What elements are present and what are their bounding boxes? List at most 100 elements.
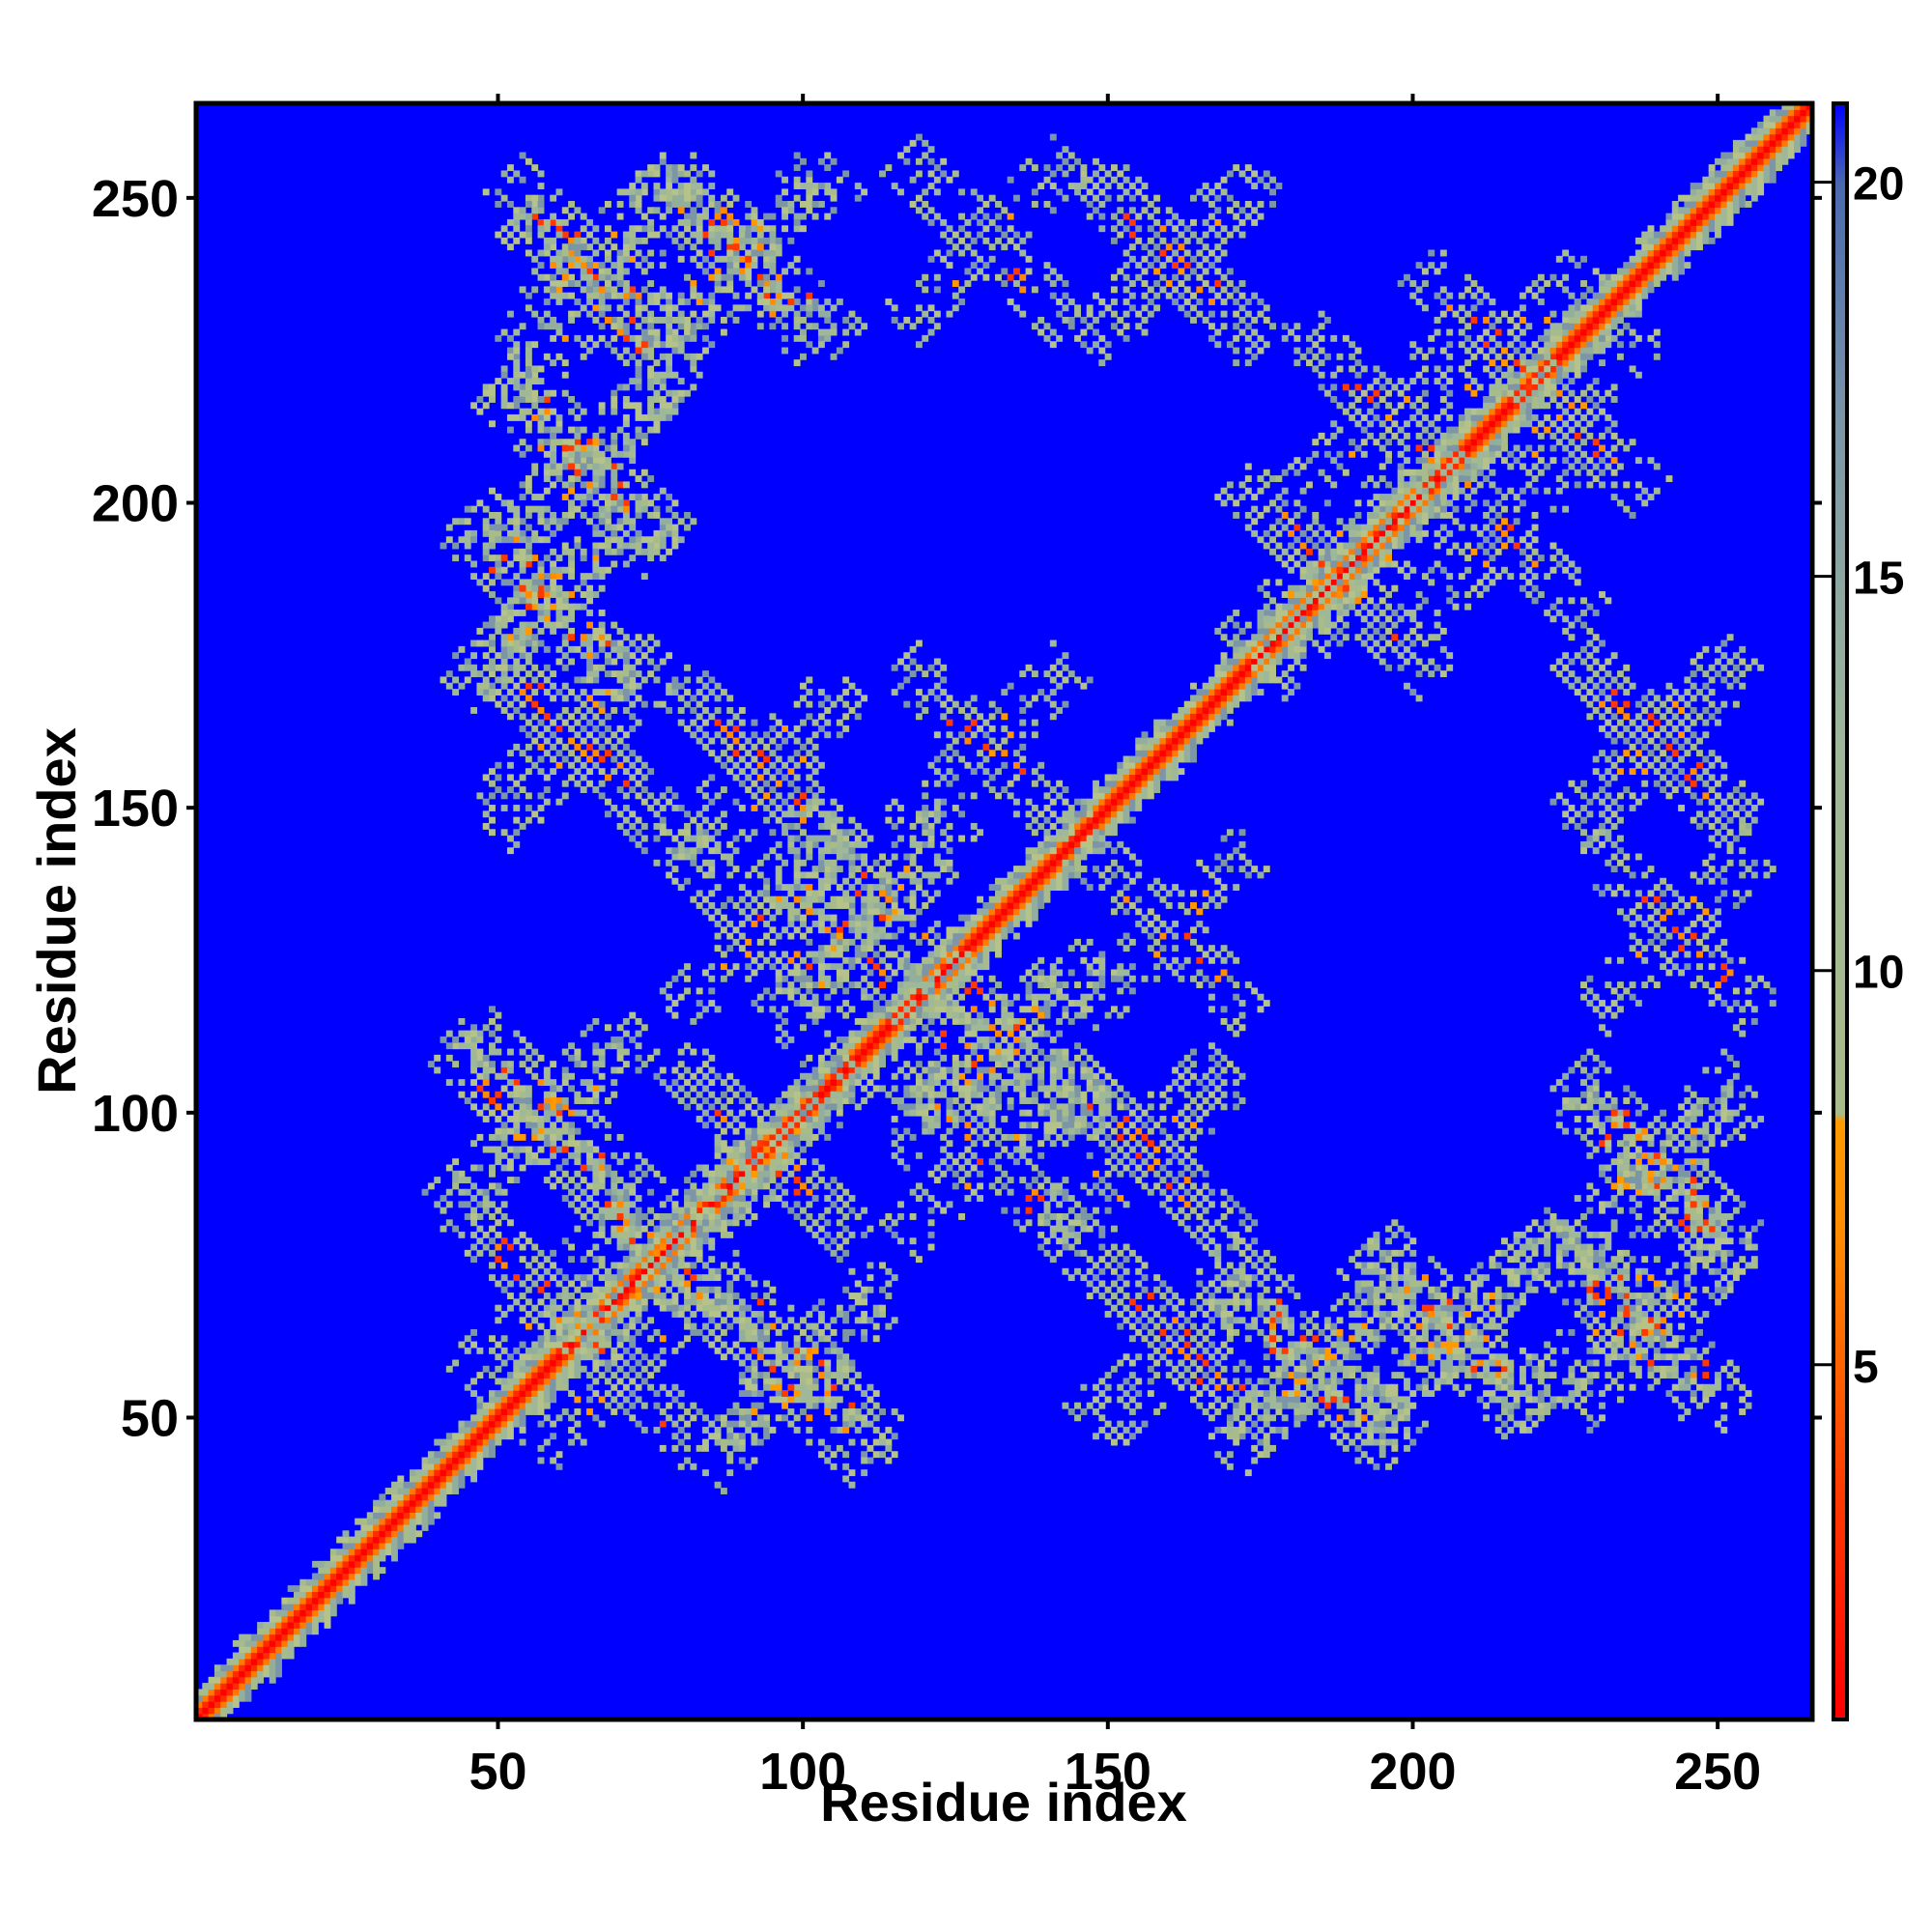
heatmap-cell (897, 1017, 904, 1025)
heatmap-cell (1141, 786, 1149, 793)
heatmap-cell (1110, 780, 1118, 787)
heatmap-cell (781, 1146, 788, 1153)
heatmap-cell (561, 743, 569, 751)
heatmap-cell (1507, 1383, 1515, 1391)
heatmap-cell (1202, 713, 1209, 721)
heatmap-cell (440, 1469, 447, 1477)
heatmap-cell (1404, 1426, 1410, 1434)
heatmap-cell (1238, 682, 1246, 690)
heatmap-cell (580, 286, 587, 294)
heatmap-cell (1397, 481, 1405, 489)
heatmap-cell (464, 658, 471, 666)
heatmap-cell (635, 1249, 642, 1257)
heatmap-cell (1763, 146, 1771, 154)
heatmap-cell (244, 1689, 252, 1696)
heatmap-cell (1513, 413, 1520, 421)
heatmap-cell (1720, 1402, 1728, 1409)
heatmap-cell (1141, 1274, 1149, 1282)
heatmap-cell (1257, 1256, 1264, 1264)
heatmap-cell (677, 1213, 685, 1220)
heatmap-cell (495, 652, 502, 660)
heatmap-cell (550, 1347, 557, 1354)
heatmap-cell (958, 963, 966, 971)
heatmap-cell (1634, 1177, 1642, 1184)
heatmap-cell (1599, 304, 1605, 312)
heatmap-cell (445, 1438, 453, 1446)
heatmap-cell (1391, 494, 1399, 500)
heatmap-cell (196, 1707, 203, 1715)
heatmap-cell (1501, 1267, 1508, 1275)
heatmap-cell (1726, 176, 1734, 184)
heatmap-cell (1599, 292, 1605, 299)
heatmap-cell (1629, 1322, 1636, 1330)
heatmap-cell (769, 1122, 777, 1129)
heatmap-cell (1141, 1170, 1149, 1178)
heatmap-cell (1501, 408, 1508, 415)
heatmap-cell (470, 529, 477, 537)
heatmap-cell (1385, 536, 1392, 544)
heatmap-cell (275, 1664, 282, 1672)
heatmap-cell (1665, 262, 1673, 270)
heatmap-cell (513, 1359, 521, 1367)
heatmap-cell (1080, 1182, 1088, 1190)
heatmap-cell (1172, 719, 1179, 726)
heatmap-cell (1147, 780, 1154, 787)
heatmap-cell (1739, 1408, 1747, 1415)
heatmap-cell (1183, 1317, 1191, 1324)
heatmap-cell (806, 323, 813, 330)
heatmap-cell (500, 1402, 508, 1409)
heatmap-cell (738, 755, 746, 763)
heatmap-cell (872, 1030, 880, 1037)
heatmap-cell (1787, 128, 1795, 135)
heatmap-cell (1592, 298, 1600, 305)
heatmap-cell (666, 207, 673, 214)
heatmap-cell (1251, 670, 1259, 678)
heatmap-cell (629, 225, 637, 233)
heatmap-cell (525, 304, 532, 312)
heatmap-cell (1147, 786, 1154, 793)
heatmap-cell (403, 1481, 411, 1489)
heatmap-cell (1257, 664, 1264, 671)
heatmap-cell (1616, 310, 1624, 318)
heatmap-cell (1726, 207, 1734, 214)
heatmap-cell (1739, 164, 1747, 172)
heatmap-cell (1671, 1365, 1679, 1373)
heatmap-cell (1257, 670, 1264, 678)
heatmap-cell (464, 1420, 471, 1428)
heatmap-cell (1367, 1438, 1375, 1446)
heatmap-cell (543, 786, 551, 793)
heatmap-cell (269, 1639, 276, 1647)
heatmap-cell (684, 511, 691, 519)
heatmap-cell (970, 938, 978, 946)
heatmap-cell (696, 249, 703, 257)
heatmap-cell (1763, 115, 1771, 123)
heatmap-cell (489, 1402, 496, 1409)
heatmap-cell (1794, 109, 1801, 117)
heatmap-cell (324, 1615, 331, 1623)
heatmap-cell (561, 231, 569, 239)
heatmap-cell (482, 1426, 490, 1434)
heatmap-cell (1202, 1207, 1209, 1214)
heatmap-cell (525, 621, 532, 629)
heatmap-cell (1281, 1426, 1289, 1434)
heatmap-cell (671, 341, 679, 349)
heatmap-cell (781, 213, 788, 220)
heatmap-cell (1616, 298, 1624, 305)
heatmap-cell (220, 1713, 228, 1719)
heatmap-cell (647, 298, 655, 305)
heatmap-cell (1043, 884, 1051, 891)
heatmap-cell (671, 1237, 679, 1245)
heatmap-cell (568, 554, 576, 562)
heatmap-cell (1318, 1378, 1325, 1385)
heatmap-cell (970, 920, 978, 927)
heatmap-cell (495, 334, 502, 342)
heatmap-cell (756, 298, 764, 305)
heatmap-cell (1128, 1322, 1136, 1330)
heatmap-cell (677, 719, 685, 726)
heatmap-cell (1263, 1433, 1270, 1440)
heatmap-cell (604, 505, 611, 513)
heatmap-cell (586, 450, 593, 458)
heatmap-cell (1172, 1115, 1179, 1122)
heatmap-cell (1726, 1109, 1734, 1117)
heatmap-cell (1409, 1262, 1417, 1269)
